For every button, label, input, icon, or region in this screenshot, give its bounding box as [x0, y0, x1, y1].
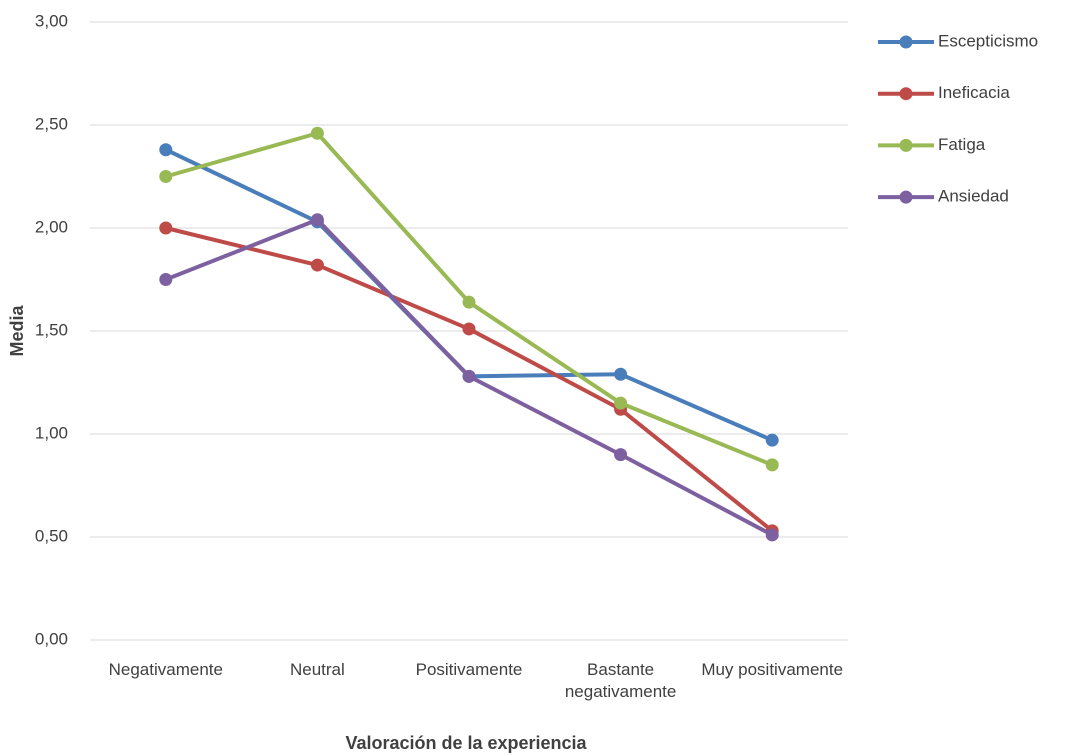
- legend-label: Ansiedad: [938, 187, 1009, 206]
- y-tick-label: 1,00: [35, 423, 68, 442]
- y-tick-label: 0,00: [35, 629, 68, 648]
- y-tick-label: 3,00: [35, 11, 68, 30]
- legend-marker: [899, 87, 913, 101]
- point: [159, 143, 173, 157]
- point: [765, 528, 779, 542]
- x-tick-label: Positivamente: [415, 660, 523, 679]
- point: [159, 170, 173, 183]
- y-tick-label: 1,50: [35, 320, 68, 339]
- point: [159, 221, 173, 235]
- point: [310, 213, 324, 227]
- point: [765, 458, 779, 472]
- point: [462, 295, 476, 309]
- point: [310, 126, 324, 140]
- y-axis-title: Media: [7, 305, 27, 357]
- legend-label: Escepticismo: [938, 31, 1038, 50]
- legend-marker: [899, 138, 913, 152]
- point: [765, 433, 779, 447]
- point: [462, 369, 476, 383]
- x-tick-label: Neutral: [289, 660, 345, 679]
- legend-marker: [899, 190, 913, 204]
- point: [614, 448, 628, 462]
- point: [310, 258, 324, 272]
- legend-label: Ineficacia: [938, 83, 1010, 102]
- legend-label: Fatiga: [938, 135, 986, 154]
- point: [159, 273, 173, 286]
- y-tick-label: 0,50: [35, 526, 68, 545]
- point: [614, 396, 628, 410]
- series-line: [164, 147, 773, 443]
- point: [462, 322, 476, 336]
- y-tick-label: 2,00: [35, 217, 68, 236]
- legend-marker: [899, 35, 913, 49]
- y-tick-label: 2,50: [35, 114, 68, 133]
- x-tick-label: Negativamente: [108, 660, 223, 679]
- point: [614, 367, 628, 381]
- x-tick-label: Bastante negativamente: [564, 660, 677, 701]
- x-axis-title: Valoración de la experiencia: [345, 733, 587, 753]
- x-tick-label: Muy positivamente: [701, 660, 844, 679]
